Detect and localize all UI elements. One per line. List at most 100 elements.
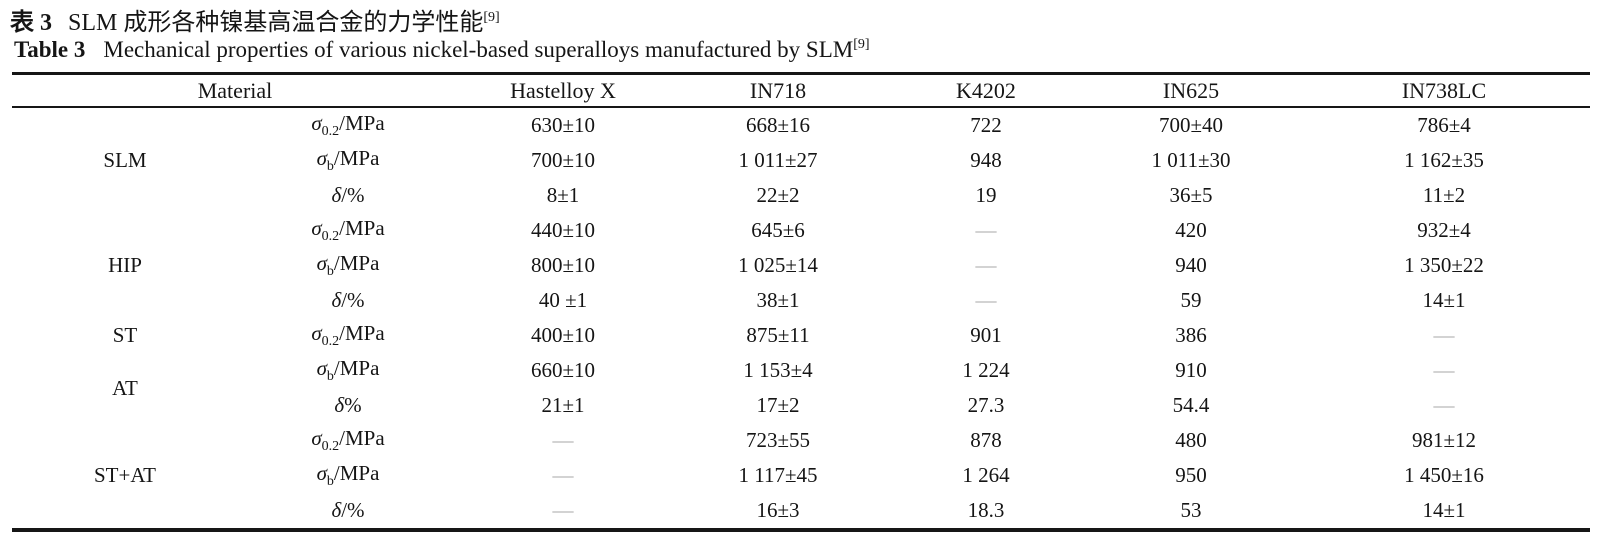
column-header-material: Material: [12, 73, 458, 108]
property-unit: /MPa: [333, 251, 380, 275]
value-cell: 1 117±45: [738, 463, 818, 487]
group-label-cell: AT: [112, 375, 138, 400]
property-cell: δ/%: [238, 178, 458, 213]
value-cell: 1 224: [962, 358, 1010, 382]
property-cell: δ/%: [238, 283, 458, 318]
value-cell: 14±1: [1422, 498, 1466, 522]
property-cell: δ/%: [238, 493, 458, 530]
value-cell: 981±12: [1411, 428, 1477, 452]
property-symbol: σ: [311, 426, 322, 450]
value-cell: 22±2: [756, 183, 800, 207]
property-unit: /MPa: [339, 216, 385, 240]
value-cell: 16±3: [756, 498, 800, 522]
table-row: HIP σ0.2/MPa 440±10 645±6—420 932±4: [12, 213, 1590, 277]
value-cell: —: [1433, 323, 1455, 347]
property-subscript: 0.2: [321, 229, 340, 244]
property-subscript: 0.2: [321, 124, 340, 139]
property-subscript: 0.2: [321, 334, 340, 349]
value-cell: 630±10: [530, 113, 596, 137]
value-cell: 878: [970, 428, 1002, 452]
column-header-in625: IN625: [1084, 73, 1298, 108]
table-row: σb/MPa — 1 117±45 1 264 950 1 450±16: [12, 458, 1590, 493]
property-unit: /%: [341, 183, 365, 207]
value-cell: 14±1: [1422, 288, 1466, 312]
value-cell: 660±10: [530, 358, 596, 382]
table-row: σb/MPa 700±10 1 011±27 948 1 011±30 1 162±35: [12, 143, 1590, 178]
column-header-in718: IN718: [668, 73, 888, 108]
value-cell: 18.3: [967, 498, 1005, 522]
table-caption-english: Table 3 Mechanical properties of various …: [14, 37, 870, 63]
table-row: SLM σ0.2/MPa 630±10 668±16 722 700±40 786±4: [12, 107, 1590, 172]
value-cell: 1 162±35: [1404, 148, 1484, 172]
value-cell: —: [552, 498, 574, 522]
value-cell: 901: [970, 323, 1002, 347]
value-cell: 645±6: [751, 218, 805, 242]
table-row: ST+AT σ0.2/MPa — 723±55 878 480 981±12: [12, 423, 1590, 487]
value-cell: 950: [1175, 463, 1207, 487]
value-cell: 40 ±1: [538, 288, 588, 312]
value-cell: 59: [1180, 288, 1202, 312]
value-cell: —: [975, 288, 997, 312]
value-cell: 875±11: [746, 323, 810, 347]
table-row: δ/% 8±1 22±2 19 36±5 11±2: [12, 178, 1590, 213]
value-cell: —: [1433, 358, 1455, 382]
value-cell: —: [552, 463, 574, 487]
value-cell: 668±16: [745, 113, 811, 137]
table-row: δ/% — 16±3 18.3 53 14±1: [12, 493, 1590, 530]
value-cell: 17±2: [756, 393, 800, 417]
property-cell: σb/MPa: [238, 458, 458, 493]
property-subscript: b: [326, 159, 334, 174]
value-cell: 400±10: [530, 323, 596, 347]
value-cell: 480: [1175, 428, 1207, 452]
value-cell: 940: [1175, 253, 1207, 277]
property-unit: /MPa: [339, 321, 385, 345]
property-unit: /MPa: [333, 461, 380, 485]
property-symbol: σ: [311, 216, 322, 240]
value-cell: 800±10: [530, 253, 596, 277]
property-symbol: σ: [316, 251, 327, 275]
table-row: σb/MPa 800±10 1 025±14 — 940 1 350±22: [12, 248, 1590, 283]
value-cell: 420: [1175, 218, 1207, 242]
mechanical-properties-table: Material Hastelloy X IN718 K4202 IN625 IN738…: [12, 72, 1590, 532]
value-cell: 786±4: [1417, 113, 1471, 137]
table-caption-english-text: Mechanical properties of various nickel-…: [103, 37, 854, 62]
property-cell: σ0.2/MPa: [238, 318, 458, 353]
property-subscript: b: [326, 474, 334, 489]
property-cell: σb/MPa: [238, 143, 458, 178]
table-caption-chinese: 表 3 SLM 成形各种镍基高温合金的力学性能[9]: [10, 2, 500, 37]
property-cell: σ0.2/MPa: [238, 107, 458, 143]
value-cell: 723±55: [745, 428, 811, 452]
group-label-cell: ST+AT: [93, 463, 156, 487]
value-cell: 36±5: [1169, 183, 1213, 207]
value-cell: 11±2: [1422, 183, 1466, 207]
column-header-k4202: K4202: [888, 73, 1084, 108]
property-symbol: σ: [311, 321, 322, 345]
property-unit: /MPa: [339, 111, 385, 135]
property-cell: σ0.2/MPa: [238, 213, 458, 248]
group-label-cell: ST: [112, 323, 138, 347]
property-unit: /%: [341, 498, 365, 522]
table-row: δ/% 40 ±1 38±1 — 59 14±1: [12, 283, 1590, 318]
value-cell: 910: [1175, 358, 1207, 382]
property-unit: /%: [341, 288, 365, 312]
property-symbol: δ: [334, 393, 345, 417]
value-cell: 38±1: [756, 288, 800, 312]
value-cell: 1 011±30: [1151, 148, 1231, 172]
value-cell: 948: [970, 148, 1002, 172]
group-label-cell: SLM: [103, 148, 147, 172]
value-cell: 1 450±16: [1404, 463, 1484, 487]
table-caption-chinese-text: SLM 成形各种镍基高温合金的力学性能: [68, 10, 484, 36]
value-cell: 1 025±14: [738, 253, 818, 277]
value-cell: —: [975, 218, 997, 242]
property-cell: σ0.2/MPa: [238, 423, 458, 458]
property-symbol: σ: [316, 146, 327, 170]
property-symbol: σ: [316, 461, 327, 485]
column-header-hastelloy-x: Hastelloy X: [458, 73, 668, 108]
value-cell: 21±1: [541, 393, 585, 417]
value-cell: 932±4: [1417, 218, 1471, 242]
value-cell: 722: [970, 113, 1002, 137]
property-unit: /MPa: [339, 426, 385, 450]
value-cell: —: [975, 253, 997, 277]
table-row: ST σ0.2/MPa 400±10 875±11 901 386 —: [12, 318, 1590, 353]
